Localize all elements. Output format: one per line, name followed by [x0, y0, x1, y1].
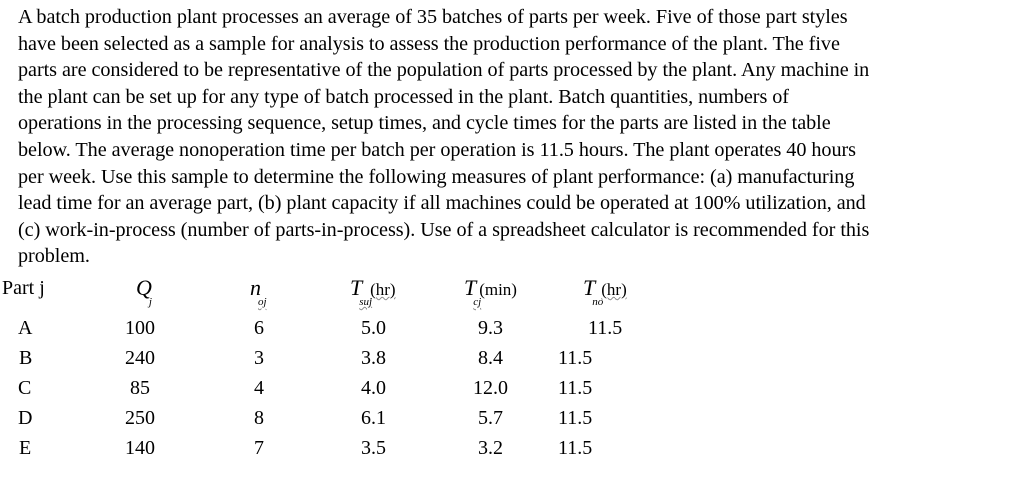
header-tc-symbol: T [464, 275, 477, 300]
problem-line: have been selected as a sample for analy… [18, 32, 840, 55]
cell-q: 85 [130, 377, 150, 399]
cell-q: 100 [125, 317, 155, 339]
cell-q: 240 [125, 347, 155, 369]
cell-q: 250 [125, 407, 155, 429]
cell-tno: 11.5 [588, 317, 623, 339]
header-n-symbol: n [250, 275, 261, 300]
header-tc-unit: (min) [479, 280, 517, 299]
cell-n: 7 [254, 437, 264, 459]
cell-tno: 11.5 [558, 407, 593, 429]
problem-statement: A batch production plant processes an av… [18, 4, 1018, 270]
cell-part: E [19, 437, 32, 459]
header-setup-time: Tsuj(hr) [350, 275, 396, 309]
cell-part: D [18, 407, 33, 429]
header-tsu-unit: (hr) [370, 280, 396, 299]
cell-tsu: 5.0 [361, 317, 386, 339]
problem-line: lead time for an average part, (b) plant… [18, 192, 866, 215]
header-cycle-time: Tcj(min) [464, 275, 517, 309]
parts-table: Part j Qj noj Tsuj(hr) Tcj(min) Tno(hr) … [0, 276, 1024, 476]
cell-tc: 8.4 [478, 347, 503, 369]
problem-line: A batch production plant processes an av… [18, 6, 848, 28]
header-tsu-subscript: suj [359, 296, 373, 308]
header-n-subscript: oj [258, 296, 267, 308]
cell-part: B [19, 347, 33, 369]
header-q-symbol: Q [136, 275, 152, 300]
cell-n: 8 [254, 407, 264, 429]
header-operations: noj [250, 275, 267, 309]
header-tno-symbol: T [583, 275, 596, 300]
cell-tc: 3.2 [478, 437, 503, 459]
cell-part: C [18, 377, 32, 399]
cell-tno: 11.5 [558, 377, 593, 399]
problem-line: below. The average nonoperation time per… [18, 138, 856, 161]
cell-tc: 12.0 [473, 377, 508, 399]
problem-line: per week. Use this sample to determine t… [18, 165, 855, 188]
cell-tc: 9.3 [478, 317, 503, 339]
problem-line: the plant can be set up for any type of … [18, 85, 789, 108]
header-tc-subscript: cj [473, 296, 482, 308]
header-batch-quantity: Qj [136, 275, 152, 309]
cell-tsu: 3.8 [361, 347, 386, 369]
table-row: A 100 6 5.0 9.3 11.5 [0, 316, 1024, 346]
problem-line: parts are considered to be representativ… [18, 59, 870, 82]
cell-n: 4 [254, 377, 264, 399]
problem-line: (c) work-in-process (number of parts-in-… [18, 218, 870, 241]
cell-n: 3 [254, 347, 264, 369]
cell-tsu: 6.1 [361, 407, 386, 429]
cell-part: A [18, 317, 33, 339]
header-q-subscript: j [148, 296, 152, 308]
problem-line: operations in the processing sequence, s… [18, 112, 831, 135]
cell-tno: 11.5 [558, 437, 593, 459]
cell-tno: 11.5 [558, 347, 593, 369]
cell-n: 6 [254, 317, 264, 339]
header-nonoperation-time: Tno(hr) [583, 275, 627, 309]
header-tsu-symbol: T [350, 275, 363, 300]
cell-tc: 5.7 [478, 407, 503, 429]
cell-tsu: 3.5 [361, 437, 386, 459]
cell-tsu: 4.0 [361, 377, 386, 399]
table-row: B 240 3 3.8 8.4 11.5 [0, 346, 1024, 376]
header-tno-unit: (hr) [601, 280, 627, 299]
header-part: Part j [2, 276, 45, 300]
table-row: C 85 4 4.0 12.0 11.5 [0, 376, 1024, 406]
table-row: E 140 7 3.5 3.2 11.5 [0, 436, 1024, 466]
problem-line: problem. [18, 245, 90, 268]
header-tno-subscript: no [592, 296, 604, 308]
table-row: D 250 8 6.1 5.7 11.5 [0, 406, 1024, 436]
cell-q: 140 [125, 437, 155, 459]
header-part-label: Part j [2, 277, 45, 299]
